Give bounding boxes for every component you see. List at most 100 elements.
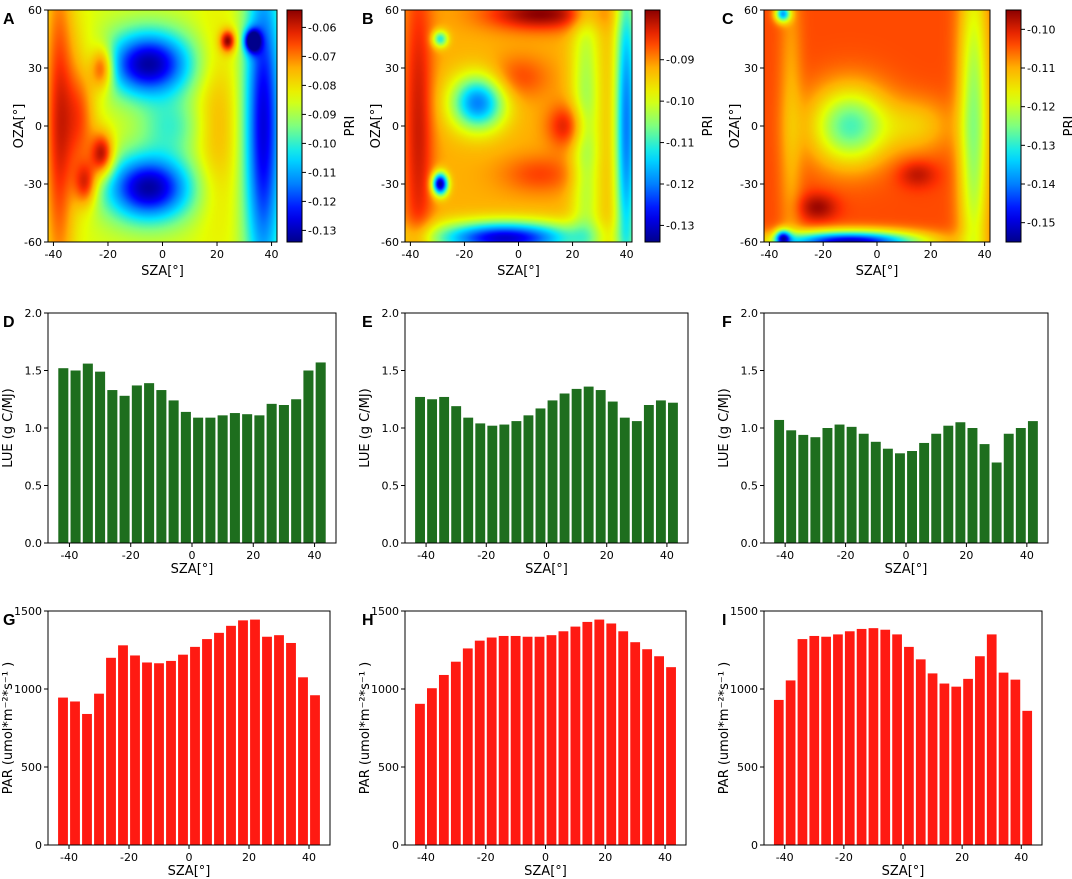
bar xyxy=(511,421,522,543)
bar xyxy=(214,632,224,845)
x-tick-label: -20 xyxy=(99,248,117,261)
bar xyxy=(582,621,593,845)
y-tick-label: 0 xyxy=(35,839,42,852)
panel-letter-B: B xyxy=(362,11,374,28)
x-tick-label: 20 xyxy=(955,851,969,864)
y-axis-label: LUE (g C/MJ) xyxy=(358,388,373,468)
bar xyxy=(118,645,128,845)
colorbar-tick-label: -0.13 xyxy=(308,224,336,237)
x-axis-label: SZA[°] xyxy=(856,264,899,279)
colorbar-tick-label: -0.11 xyxy=(308,166,336,179)
x-tick-label: 20 xyxy=(600,549,614,562)
y-tick-label: -60 xyxy=(24,236,42,249)
y-tick-label: 1.0 xyxy=(382,422,400,435)
bar xyxy=(144,383,155,543)
y-tick-label: 1.0 xyxy=(25,422,43,435)
x-tick-label: 0 xyxy=(543,549,550,562)
bar xyxy=(606,623,617,845)
colorbar-tick-label: -0.06 xyxy=(308,21,336,34)
y-axis-label: LUE (g C/MJ) xyxy=(717,388,732,468)
y-tick-label: 2.0 xyxy=(741,307,759,320)
bar xyxy=(868,628,879,845)
y-tick-label: 1000 xyxy=(371,683,399,696)
x-tick-label: 20 xyxy=(598,851,612,864)
x-tick-label: 0 xyxy=(900,851,907,864)
x-tick-label: 20 xyxy=(246,549,260,562)
bar xyxy=(975,656,985,845)
y-tick-label: 1.5 xyxy=(382,365,400,378)
y-tick-label: 0 xyxy=(392,120,399,133)
x-tick-label: 20 xyxy=(924,248,938,261)
panel-letter-H: H xyxy=(362,612,374,629)
bar xyxy=(415,396,425,543)
x-tick-label: -40 xyxy=(776,549,794,562)
bar xyxy=(168,400,179,543)
bar xyxy=(217,415,228,543)
bar xyxy=(607,401,618,543)
bar xyxy=(438,674,449,845)
bar-panel-I: -40 -20 0 20 40 0 500 1000 1500 SZA[°] PAR (umol*m… xyxy=(717,605,1043,879)
y-tick-label: 0 xyxy=(35,120,42,133)
bar xyxy=(427,399,438,543)
bar xyxy=(986,634,997,845)
x-tick-label: 20 xyxy=(210,248,224,261)
y-tick-label: 500 xyxy=(378,761,399,774)
bar xyxy=(904,646,914,845)
y-tick-label: 60 xyxy=(385,4,399,17)
heatmap-panel-A: -40 -20 0 20 40 -60 -30 0 30 60 SZA[°] OZA[°] -0.06 -… xyxy=(12,4,358,279)
bar xyxy=(262,636,272,845)
bar xyxy=(1003,433,1014,543)
bar xyxy=(193,417,204,543)
colorbar-tick-label: -0.10 xyxy=(1027,23,1055,36)
x-tick-label: -40 xyxy=(776,851,794,864)
bar xyxy=(998,672,1009,845)
x-tick-label: 0 xyxy=(542,851,549,864)
x-tick-label: -20 xyxy=(477,851,495,864)
bar xyxy=(931,433,942,543)
bar xyxy=(499,424,510,543)
colorbar-tick-label: -0.12 xyxy=(308,195,336,208)
bar-panel-F: -40 -20 0 20 40 0.0 0.5 1.0 1.5 2.0 SZA[°] LUE (g C… xyxy=(717,307,1049,577)
bar xyxy=(809,635,820,845)
bar xyxy=(298,677,308,845)
colorbar-tick-label: -0.07 xyxy=(308,50,336,63)
bar xyxy=(991,462,1002,543)
colorbar-tick-label: -0.09 xyxy=(666,54,694,67)
colorbar-label: PRI xyxy=(701,116,716,137)
x-tick-label: 40 xyxy=(1020,549,1034,562)
bar xyxy=(535,408,546,543)
colorbar xyxy=(644,9,661,243)
y-tick-label: 2.0 xyxy=(25,307,43,320)
bar xyxy=(979,444,990,543)
colorbar-tick-label: -0.09 xyxy=(308,108,336,121)
bar xyxy=(822,428,833,543)
bar xyxy=(844,631,855,845)
x-tick-label: 0 xyxy=(903,549,910,562)
bar xyxy=(558,631,569,845)
bar xyxy=(595,390,606,543)
y-tick-label: -60 xyxy=(740,236,758,249)
bar xyxy=(131,385,142,543)
x-axis-label: SZA[°] xyxy=(882,864,925,879)
x-tick-label: 20 xyxy=(242,851,256,864)
colorbar-tick-label: -0.10 xyxy=(308,137,336,150)
bar xyxy=(166,660,176,845)
bar xyxy=(310,695,320,845)
bar xyxy=(190,646,200,845)
bar xyxy=(1010,679,1021,845)
x-tick-label: -20 xyxy=(120,851,138,864)
bar xyxy=(559,393,570,543)
x-tick-label: 0 xyxy=(186,851,193,864)
x-tick-label: 0 xyxy=(189,549,196,562)
bar xyxy=(631,421,642,543)
bar xyxy=(895,453,905,543)
x-tick-label: -20 xyxy=(455,248,473,261)
bar xyxy=(462,648,473,845)
bar xyxy=(250,619,260,845)
bar xyxy=(70,370,81,543)
bar xyxy=(278,405,289,543)
y-tick-label: 0 xyxy=(751,839,758,852)
bar xyxy=(486,637,497,845)
bar xyxy=(833,634,843,845)
bar xyxy=(58,368,69,543)
